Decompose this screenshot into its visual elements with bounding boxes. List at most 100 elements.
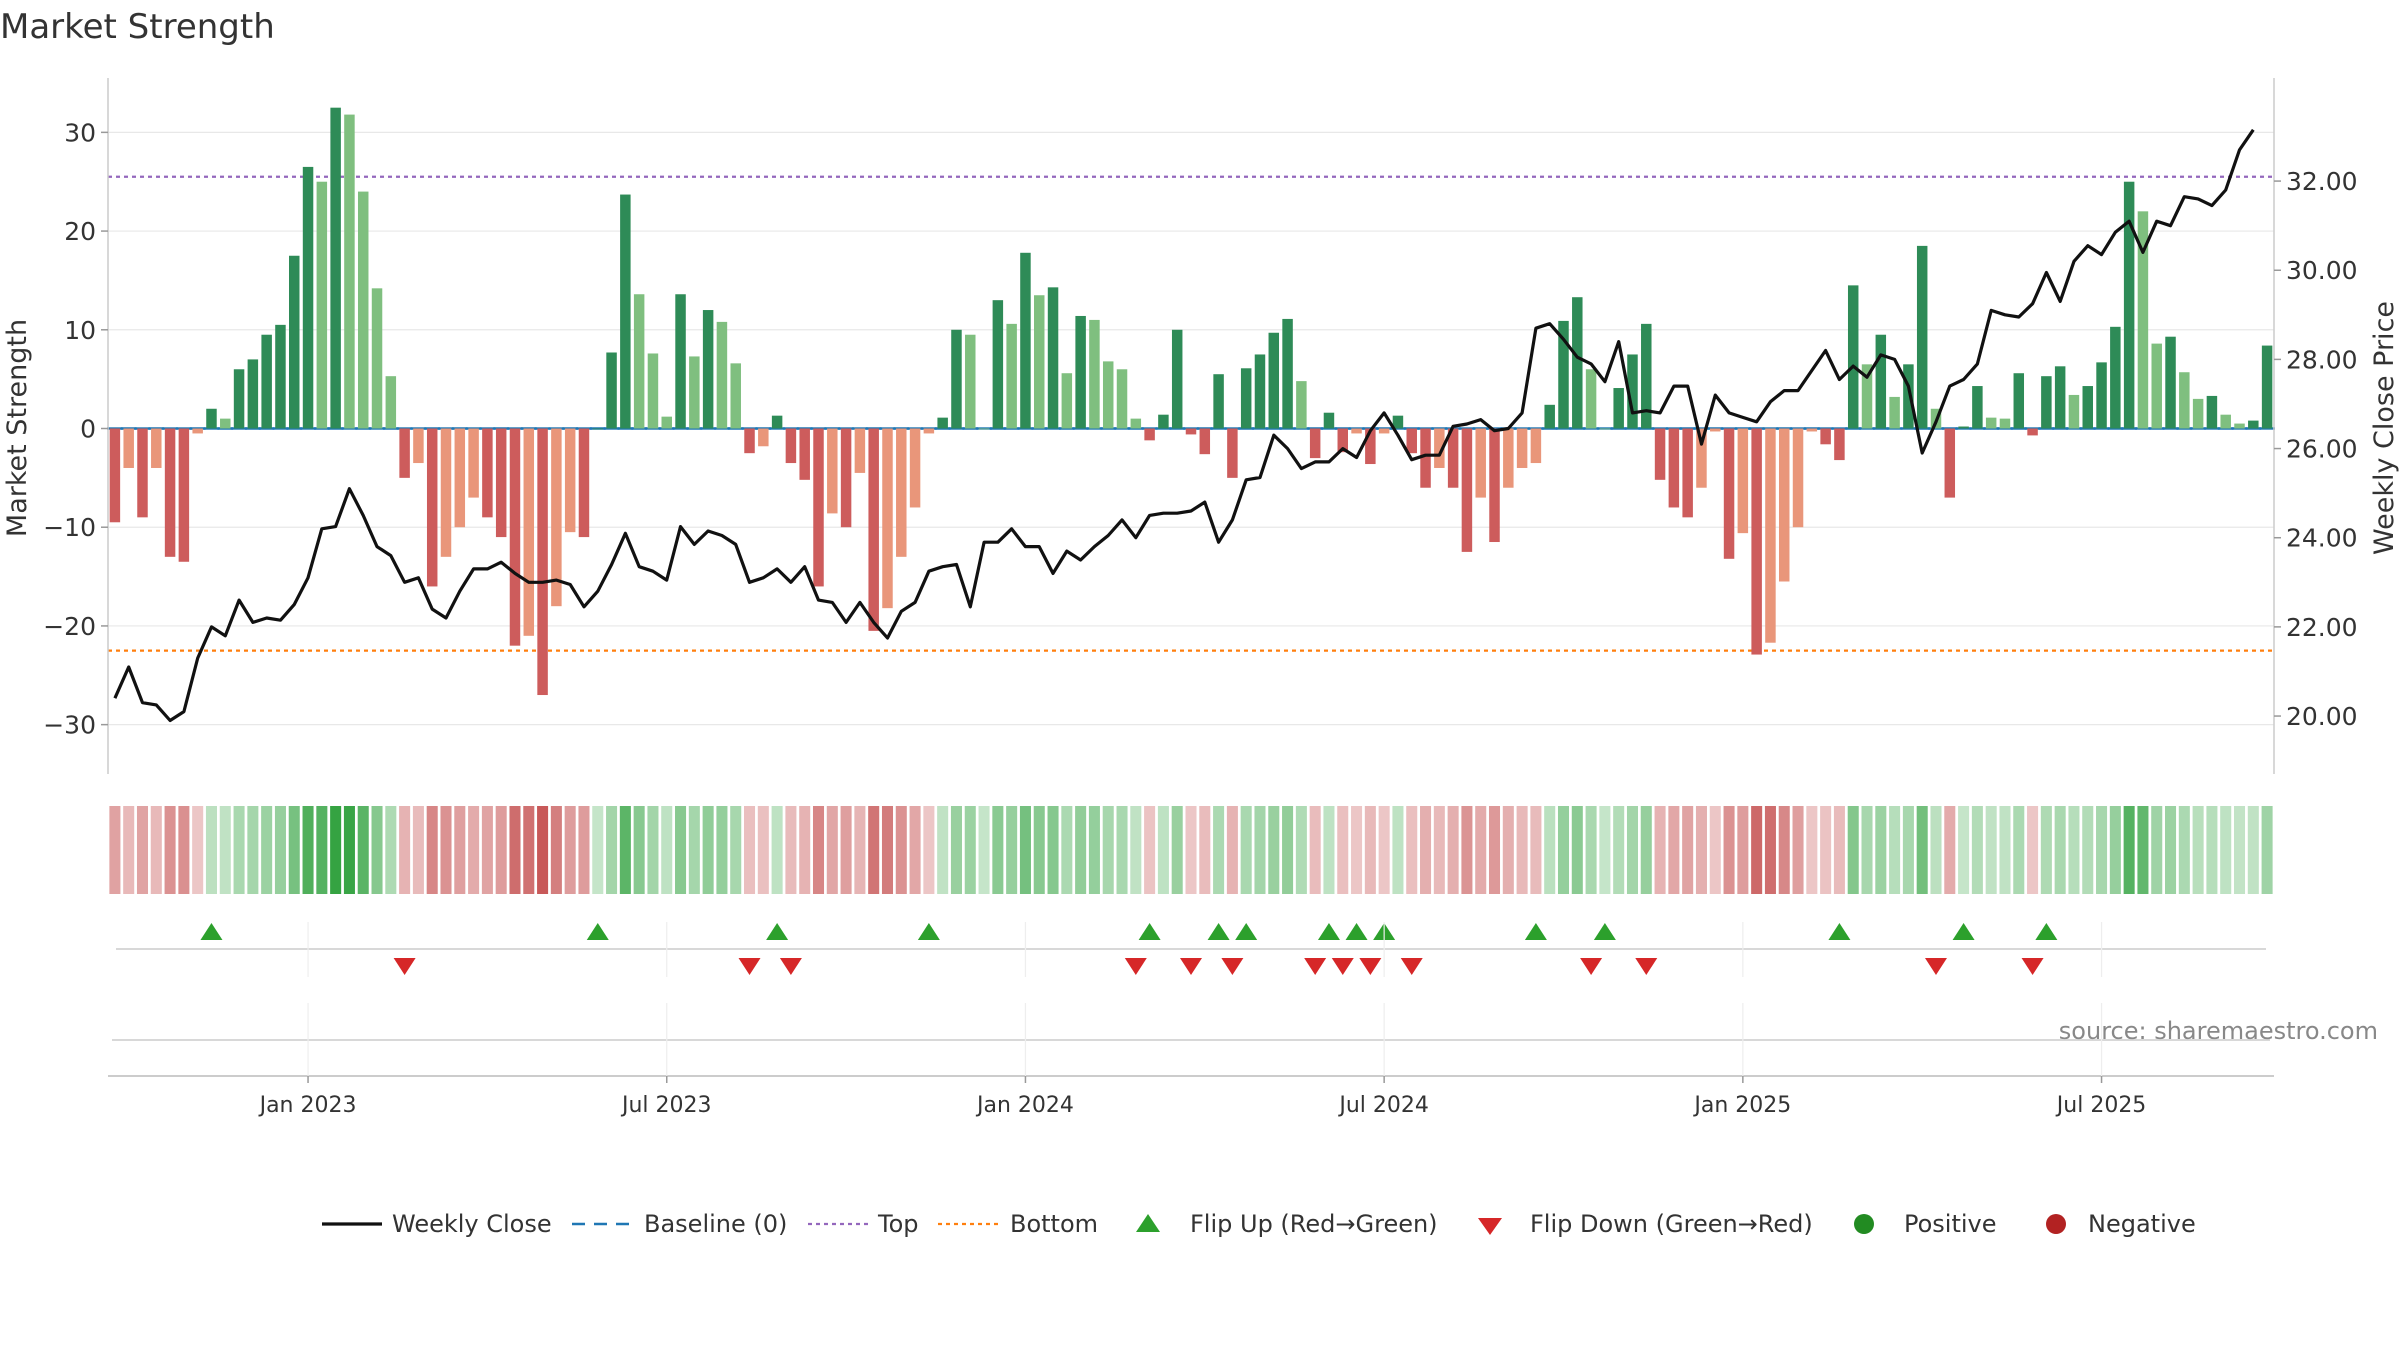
strength-cell xyxy=(2165,806,2177,894)
strength-cell xyxy=(357,806,369,894)
strength-bar xyxy=(1820,428,1831,445)
legend-symbol-positive xyxy=(1854,1214,1874,1234)
strength-bar xyxy=(827,428,838,514)
strength-bar xyxy=(440,428,452,557)
strength-cell xyxy=(468,806,480,894)
strength-cell xyxy=(1226,806,1238,894)
strength-cell xyxy=(1847,806,1859,894)
strength-cell xyxy=(1047,806,1059,894)
strength-cell xyxy=(385,806,397,894)
strength-bar xyxy=(923,428,935,434)
strength-bar xyxy=(1047,287,1059,429)
strength-cell xyxy=(371,806,383,894)
strength-bar xyxy=(965,334,976,429)
strength-bar xyxy=(1668,428,1680,508)
strength-bar xyxy=(289,255,300,429)
strength-bar xyxy=(1323,412,1335,429)
strength-cell xyxy=(771,806,783,894)
strength-cell xyxy=(2013,806,2025,894)
strength-cell xyxy=(1461,806,1473,894)
strength-cell xyxy=(343,806,355,894)
strength-cell xyxy=(1751,806,1763,894)
flip-down-marker xyxy=(2021,958,2044,975)
strength-cell xyxy=(1268,806,1280,894)
strength-bar xyxy=(1116,369,1128,429)
flip-up-marker xyxy=(1952,923,1975,940)
strength-cell xyxy=(2220,806,2232,894)
strength-cell xyxy=(192,806,204,894)
strength-bar xyxy=(1254,354,1266,429)
strength-cell xyxy=(1130,806,1142,894)
flip-up-marker xyxy=(1345,923,1368,940)
flip-down-marker xyxy=(1180,958,1202,975)
strength-bar xyxy=(813,428,824,587)
strength-bar xyxy=(1875,334,1887,429)
legend-symbol-flip-up xyxy=(1136,1214,1160,1232)
strength-cell xyxy=(978,806,990,894)
flip-up-marker xyxy=(917,923,940,940)
strength-cell xyxy=(1516,806,1528,894)
strength-cell xyxy=(1723,806,1735,894)
strength-bar xyxy=(854,428,866,473)
strength-cell xyxy=(1240,806,1252,894)
strength-bar xyxy=(771,415,783,429)
strength-bar xyxy=(1599,428,1611,430)
strength-cell xyxy=(1875,806,1887,894)
x-tick-label: Jan 2023 xyxy=(258,1093,357,1118)
strength-cell xyxy=(619,806,631,894)
strength-cell xyxy=(1033,806,1045,894)
strength-cell xyxy=(302,806,314,894)
strength-bar xyxy=(1033,295,1045,429)
strength-bar xyxy=(882,428,893,609)
strength-cell xyxy=(757,806,769,894)
strength-bar xyxy=(1434,428,1445,468)
strength-cell xyxy=(1019,806,1031,894)
strength-cell xyxy=(454,806,466,894)
strength-cell xyxy=(1709,806,1721,894)
flip-up-marker xyxy=(1593,923,1616,940)
strength-bar xyxy=(2082,386,2093,429)
legend-label: Positive xyxy=(1904,1210,1997,1238)
strength-bar xyxy=(1268,332,1280,429)
strength-cell xyxy=(1778,806,1790,894)
strength-bar xyxy=(192,428,203,434)
strength-bar xyxy=(385,376,397,429)
strength-bar xyxy=(1447,428,1459,488)
strength-cell xyxy=(2151,806,2163,894)
strength-cell xyxy=(2027,806,2039,894)
y2-tick-label: 20.00 xyxy=(2286,702,2358,731)
strength-cell xyxy=(854,806,866,894)
strength-cell xyxy=(1309,806,1321,894)
strength-bar xyxy=(1516,428,1528,468)
strength-cell xyxy=(219,806,231,894)
strength-bar xyxy=(1351,428,1362,434)
strength-bar xyxy=(1544,404,1555,429)
strength-cell xyxy=(1447,806,1459,894)
strength-cell xyxy=(2096,806,2108,894)
strength-cell xyxy=(2082,806,2094,894)
strength-cell xyxy=(109,806,121,894)
strength-bar xyxy=(1061,373,1073,429)
strength-bar xyxy=(1737,428,1749,534)
strength-bar xyxy=(233,369,245,429)
strength-bar xyxy=(896,428,907,557)
flip-down-marker xyxy=(1359,958,1382,975)
strength-bar xyxy=(1944,428,1956,498)
flip-up-marker xyxy=(1828,923,1851,940)
strength-bar xyxy=(1392,415,1404,429)
strength-cell xyxy=(233,806,245,894)
strength-bar xyxy=(2123,181,2135,429)
strength-bar xyxy=(1199,428,1211,455)
strength-cell xyxy=(1337,806,1349,894)
strength-cell xyxy=(123,806,135,894)
strength-cell xyxy=(1157,806,1169,894)
strength-cell xyxy=(1695,806,1707,894)
strength-bar xyxy=(178,428,190,562)
strength-bar xyxy=(1296,381,1307,429)
strength-cell xyxy=(1144,806,1156,894)
strength-bar xyxy=(302,166,314,429)
strength-cell xyxy=(1861,806,1873,894)
strength-cell xyxy=(274,806,286,894)
